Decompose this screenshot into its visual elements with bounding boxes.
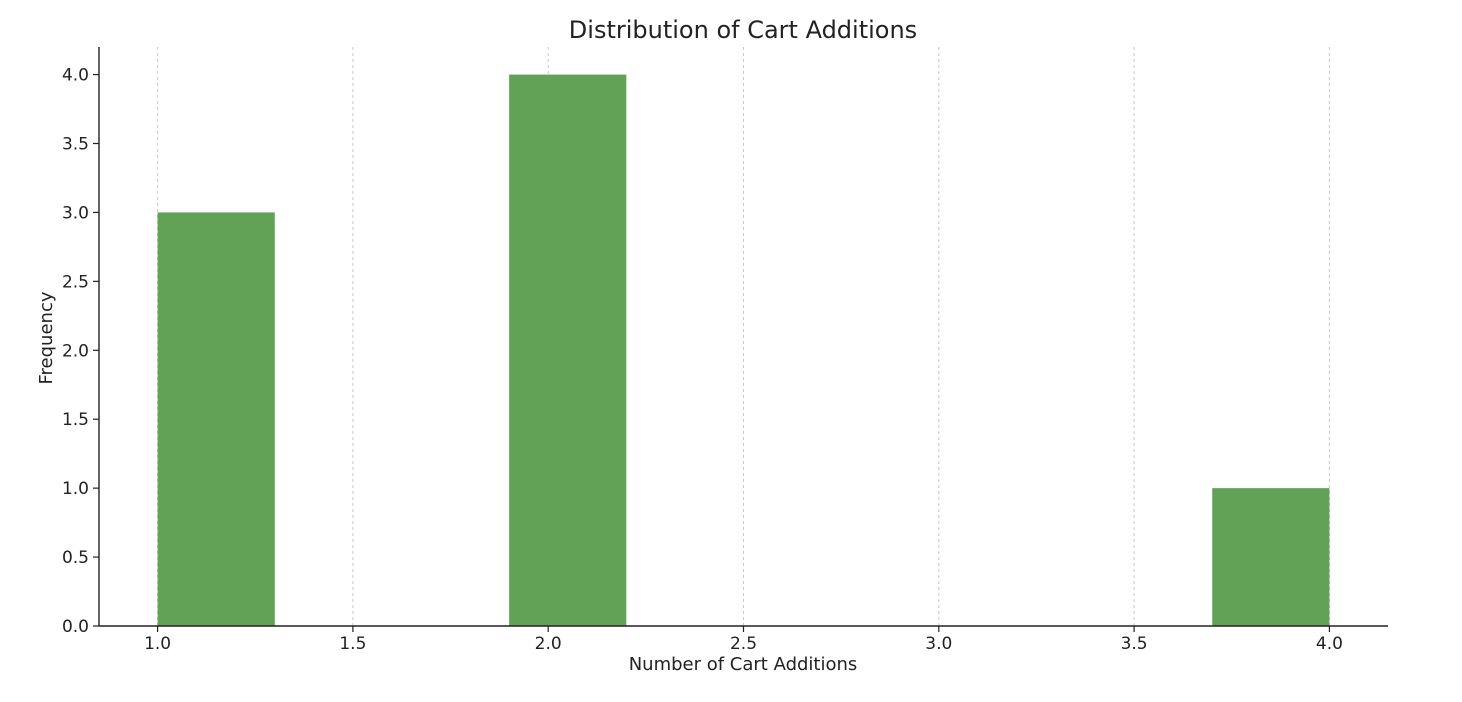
x-tick-label-4: 3.0	[925, 634, 952, 654]
x-axis-label: Number of Cart Additions	[629, 654, 858, 675]
y-tick-label-1: 0.5	[62, 548, 89, 568]
bars-layer	[157, 74, 1330, 627]
y-tick-label-4: 2.0	[62, 341, 89, 361]
x-tick-label-5: 3.5	[1121, 634, 1148, 654]
x-tick-label-3: 2.5	[730, 634, 757, 654]
y-tick-label-6: 3.0	[62, 203, 89, 223]
y-tick-label-7: 3.5	[62, 135, 89, 155]
bar-1	[509, 74, 627, 627]
y-tick-label-0: 0.0	[62, 617, 89, 637]
y-axis-label: Frequency	[36, 291, 57, 384]
bar-0	[157, 212, 275, 626]
y-tick-label-3: 1.5	[62, 410, 89, 430]
x-tick-label-1: 1.5	[339, 634, 366, 654]
axes-layer: 1.0 1.5 2.0 2.5 3.0 3.5 4.0 0.0 0.5 1.0 1.5 2.0 2.5 3…	[62, 47, 1388, 654]
grid-layer	[157, 47, 1330, 626]
x-tick-label-2: 2.0	[535, 634, 562, 654]
x-tick-label-0: 1.0	[144, 634, 171, 654]
y-tick-label-5: 2.5	[62, 272, 89, 292]
y-tick-label-2: 1.0	[62, 479, 89, 499]
y-tick-label-8: 4.0	[62, 66, 89, 86]
bar-7	[1212, 488, 1330, 626]
x-tick-label-6: 4.0	[1316, 634, 1343, 654]
chart-title: Distribution of Cart Additions	[569, 16, 917, 44]
